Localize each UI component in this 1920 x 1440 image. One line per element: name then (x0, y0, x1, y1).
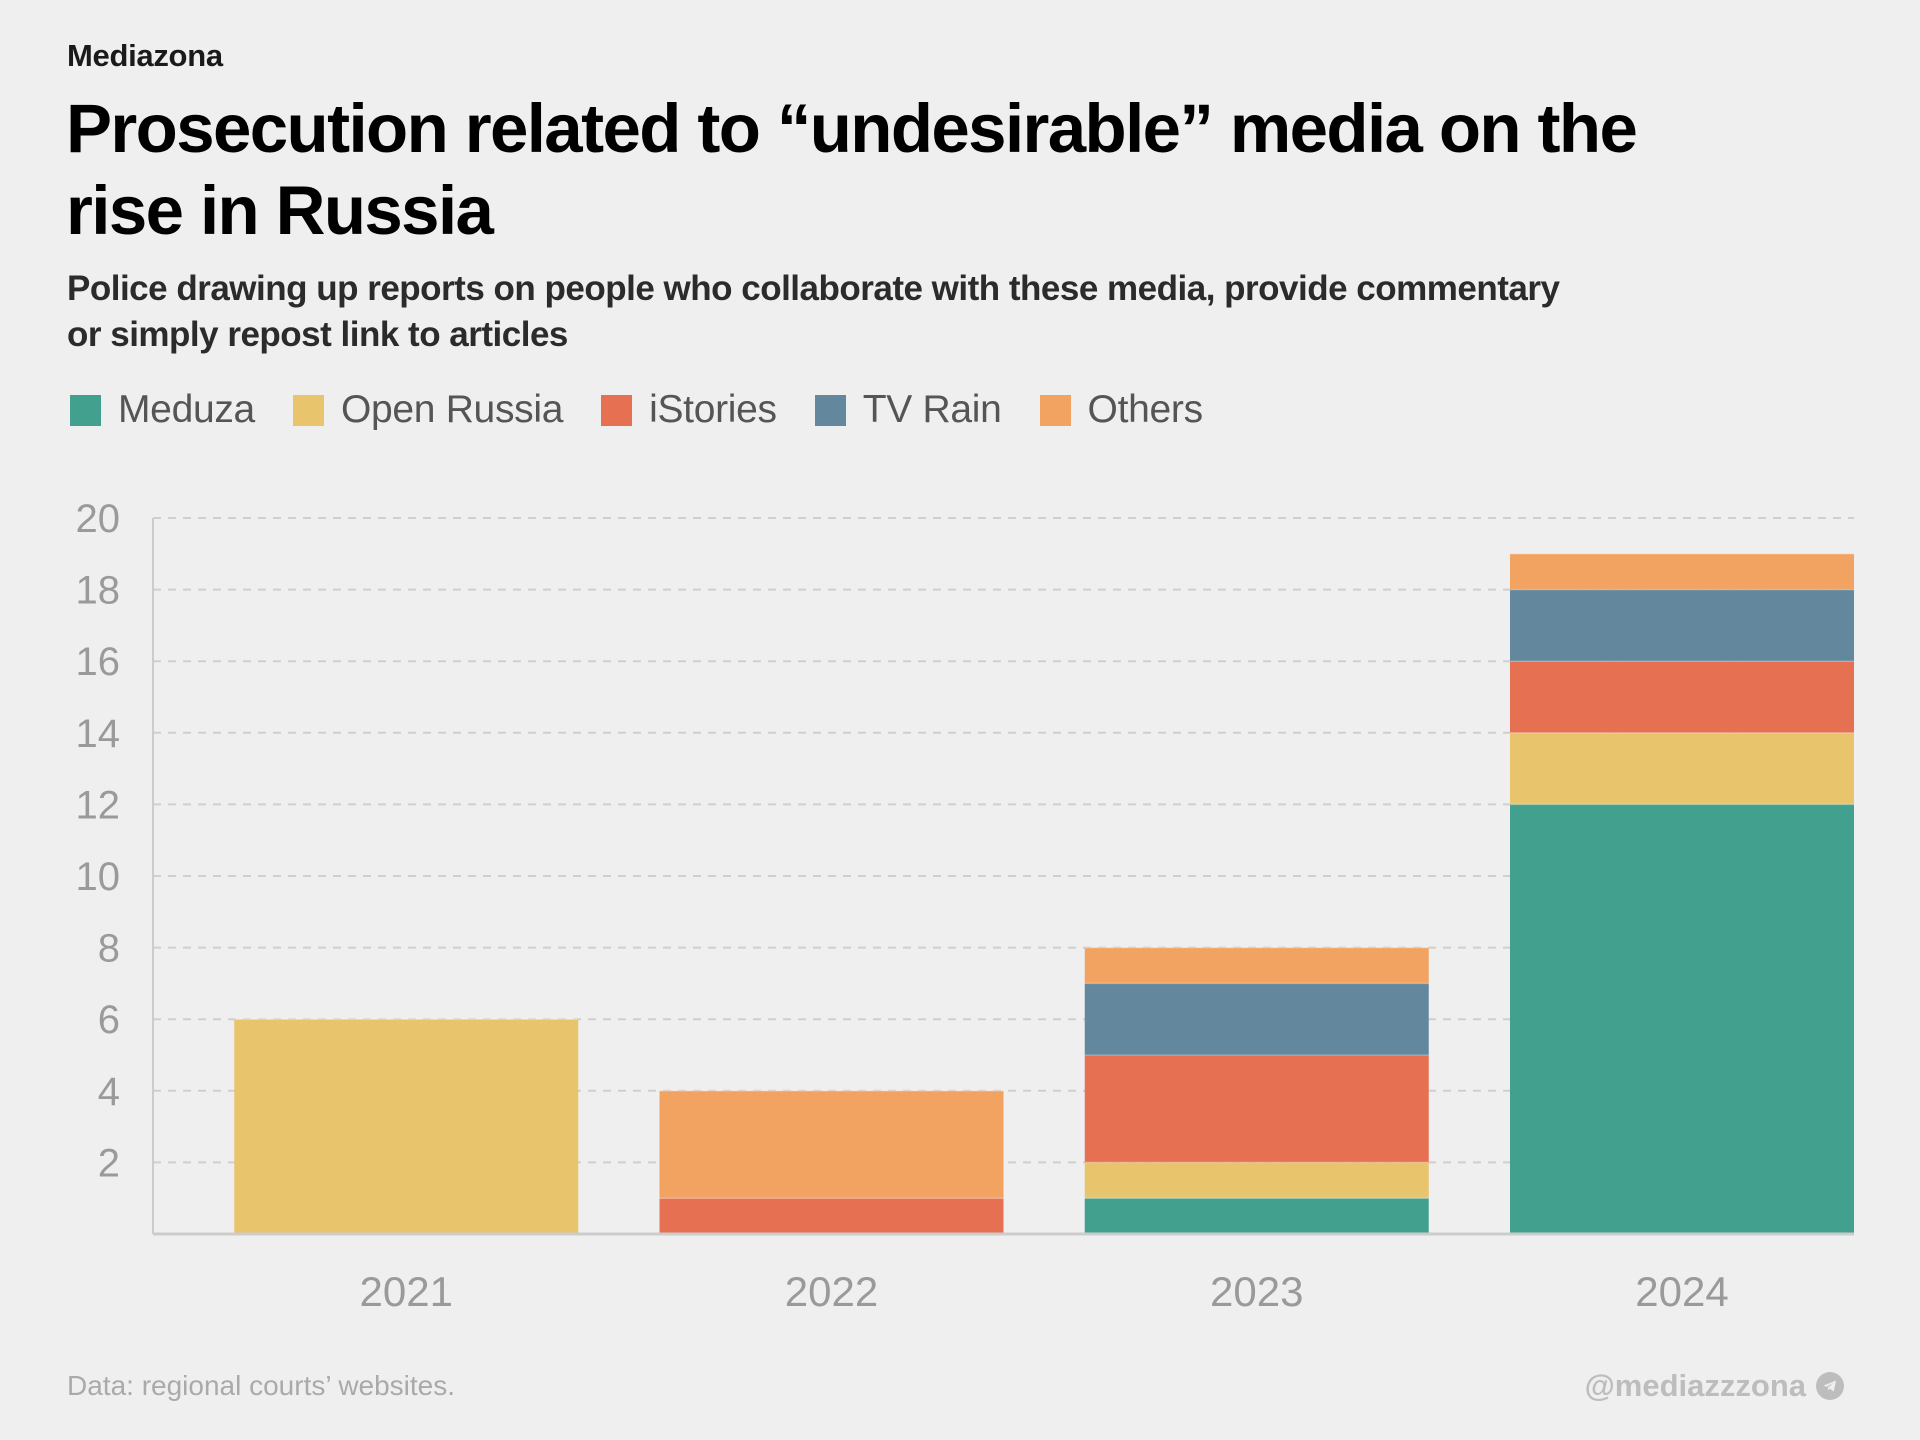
y-tick-label: 20 (76, 497, 121, 541)
y-tick-label: 4 (98, 1070, 120, 1114)
legend: Meduza Open Russia iStories TV Rain Othe… (70, 388, 1241, 432)
legend-label: Meduza (118, 388, 255, 431)
chart-subtitle: Police drawing up reports on people who … (67, 269, 1560, 354)
telegram-icon (1816, 1372, 1844, 1400)
bar-group-2021 (234, 1018, 579, 1234)
y-tick-label: 16 (76, 640, 121, 684)
bar-group-2023 (1084, 946, 1429, 1234)
bar-segment-tv-rain-2023 (1084, 983, 1429, 1055)
bar-group-2024 (1510, 553, 1854, 1234)
legend-label: TV Rain (862, 388, 1002, 431)
x-tick-label: 2024 (1635, 1268, 1728, 1315)
bar-segment-istories-2022 (659, 1198, 1004, 1234)
social-handle[interactable]: @mediazzzona (1585, 1368, 1844, 1404)
bar-segment-meduza-2023 (1084, 1198, 1429, 1234)
legend-swatch-meduza (70, 394, 101, 426)
chart-title: Prosecution related to “undesirable” med… (66, 90, 1638, 249)
y-tick-label: 12 (76, 783, 121, 827)
bar-segment-others-2023 (1084, 947, 1429, 984)
y-tick-label: 2 (98, 1141, 120, 1185)
bar-segment-open-russia-2023 (1084, 1162, 1429, 1199)
x-tick-label: 2023 (1210, 1268, 1303, 1315)
bar-segment-tv-rain-2024 (1510, 589, 1854, 662)
legend-item-open-russia: Open Russia (292, 388, 564, 432)
legend-swatch-others (1039, 394, 1071, 426)
y-tick-label: 6 (98, 998, 120, 1042)
legend-label: Others (1087, 388, 1204, 431)
bar-segment-istories-2024 (1510, 661, 1854, 733)
bar-segment-others-2024 (1510, 553, 1854, 590)
handle-text: @mediazzzona (1584, 1368, 1806, 1403)
legend-swatch-istories (601, 394, 633, 426)
y-tick-label: 8 (98, 927, 120, 971)
y-tick-label: 18 (76, 569, 121, 613)
bars (234, 553, 1854, 1234)
bar-segment-open-russia-2024 (1510, 732, 1854, 805)
legend-item-istories: iStories (601, 388, 777, 432)
legend-item-tv-rain: TV Rain (814, 388, 1002, 432)
bar-segment-open-russia-2021 (234, 1019, 579, 1234)
y-axis-ticks: 2 4 6 8 10 12 14 16 18 20 (76, 497, 121, 1185)
x-tick-label: 2022 (785, 1268, 878, 1315)
bar-segment-istories-2023 (1084, 1055, 1429, 1163)
legend-swatch-open-russia (292, 394, 324, 426)
axes (152, 518, 1854, 1236)
x-axis-ticks: 2021 2022 2023 2024 (360, 1268, 1729, 1315)
legend-label: iStories (649, 388, 777, 431)
bar-segment-others-2022 (659, 1090, 1004, 1199)
bar-segment-meduza-2024 (1510, 804, 1854, 1234)
data-source-note: Data: regional courts’ websites. (67, 1370, 456, 1401)
legend-item-meduza: Meduza (70, 388, 255, 432)
brand-name: Mediazona (67, 38, 223, 73)
legend-label: Open Russia (340, 388, 564, 431)
legend-swatch-tv-rain (814, 394, 846, 426)
bar-group-2022 (659, 1090, 1004, 1234)
y-tick-label: 10 (76, 855, 121, 899)
y-tick-label: 14 (76, 712, 121, 756)
legend-item-others: Others (1039, 388, 1204, 432)
x-tick-label: 2021 (360, 1268, 453, 1315)
